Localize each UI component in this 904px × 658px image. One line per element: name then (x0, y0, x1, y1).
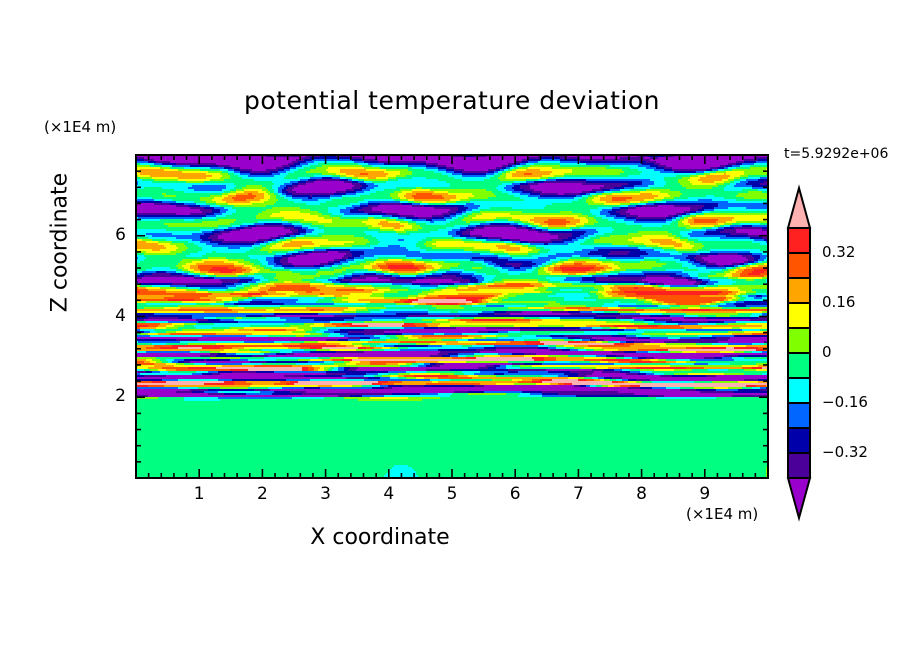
colorbar-label: 0 (822, 343, 832, 361)
x-tick-label: 7 (572, 484, 584, 504)
colorbar (786, 184, 812, 522)
x-axis-title: X coordinate (310, 525, 450, 550)
colorbar-label: −0.16 (822, 393, 868, 411)
x-tick-label: 5 (446, 484, 458, 504)
x-tick-label: 2 (256, 484, 268, 504)
x-tick-label: 9 (699, 484, 711, 504)
y-tick-label: 2 (115, 386, 126, 407)
y-tick-label: 6 (115, 224, 126, 245)
colorbar-label: 0.16 (822, 293, 856, 311)
y-tick-label: 4 (115, 305, 126, 326)
plot-frame (135, 154, 769, 479)
x-tick-label: 8 (636, 484, 647, 504)
colorbar-label: 0.32 (822, 243, 856, 261)
x-axis-unit-label: (×1E4 m) (686, 505, 759, 523)
colorbar-label: −0.32 (822, 443, 868, 461)
x-tick-label: 1 (193, 484, 205, 504)
heatmap-field (136, 155, 768, 479)
z-axis-unit-label: (×1E4 m) (44, 118, 117, 136)
x-tick-label: 3 (320, 484, 331, 504)
time-annotation: t=5.9292e+06 (784, 146, 889, 162)
colorbar-under-cap (786, 477, 812, 522)
x-tick-label: 6 (509, 484, 521, 504)
y-axis-title: Z coordinate (47, 172, 73, 313)
plot-title: potential temperature deviation (244, 86, 660, 115)
x-tick-label: 4 (383, 484, 395, 504)
